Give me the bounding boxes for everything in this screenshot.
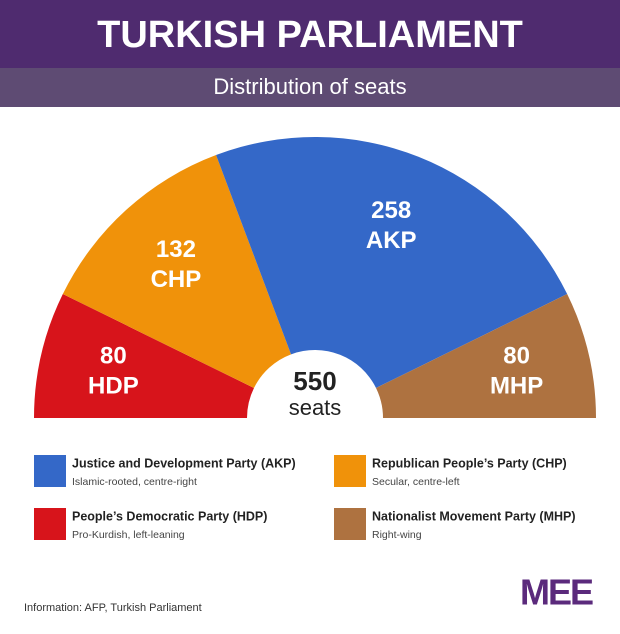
segment-label: CHP — [151, 266, 202, 293]
legend-description: Secular, centre-left — [372, 476, 460, 488]
legend-description: Islamic-rooted, centre-right — [72, 476, 197, 488]
legend-name: Republican People’s Party (CHP) — [372, 456, 567, 470]
legend-name: Nationalist Movement Party (MHP) — [372, 509, 576, 523]
legend-description: Right-wing — [372, 529, 422, 541]
total-value: 550 — [293, 366, 336, 396]
legend-swatch — [334, 508, 366, 540]
segment-label: AKP — [366, 227, 417, 254]
segment-label: MHP — [490, 372, 543, 399]
legend-swatch — [34, 508, 66, 540]
chart-subtitle: Distribution of seats — [213, 74, 406, 99]
segment-value: 132 — [156, 236, 196, 263]
seat-segment — [62, 154, 292, 388]
segment-value: 80 — [503, 342, 530, 369]
chart-title: TURKISH PARLIAMENT — [97, 14, 523, 56]
subtitle-band — [0, 68, 620, 107]
legend-swatch — [34, 455, 66, 487]
logo: MEE — [520, 572, 593, 613]
segment-value: 258 — [371, 197, 411, 224]
title-band — [0, 0, 620, 68]
total-label: seats — [289, 395, 342, 420]
seat-segment — [376, 294, 596, 418]
legend-name: Justice and Development Party (AKP) — [72, 456, 296, 470]
legend-swatch — [334, 455, 366, 487]
legend-name: People’s Democratic Party (HDP) — [72, 509, 267, 523]
segment-label: HDP — [88, 372, 139, 399]
legend-description: Pro-Kurdish, left-leaning — [72, 529, 185, 541]
segment-value: 80 — [100, 342, 127, 369]
source: Information: AFP, Turkish Parliament — [24, 602, 202, 614]
seat-segment — [216, 137, 568, 388]
seat-segment — [34, 294, 254, 418]
